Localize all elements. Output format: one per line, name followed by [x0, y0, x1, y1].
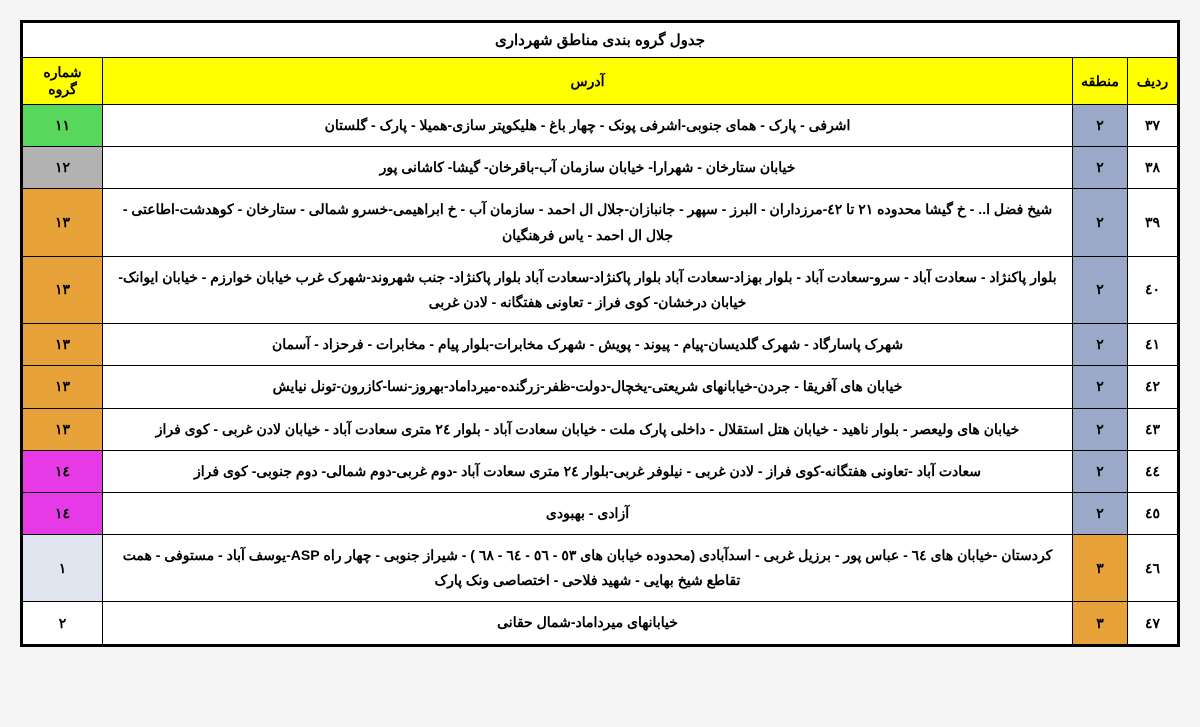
- cell-mantageh: ٢: [1073, 189, 1128, 256]
- table-row: ٤٦٣کردستان -خیابان های ٦٤ - عباس پور - ب…: [23, 535, 1178, 602]
- table-row: ٤٠٢بلوار پاکنژاد - سعادت آباد - سرو-سعاد…: [23, 256, 1178, 323]
- header-radif: ردیف: [1128, 58, 1178, 105]
- grouping-table: جدول گروه بندی مناطق شهرداری ردیف منطقه …: [22, 22, 1178, 645]
- cell-mantageh: ٢: [1073, 105, 1128, 147]
- cell-group: ١٤: [23, 492, 103, 534]
- cell-radif: ٣٧: [1128, 105, 1178, 147]
- cell-mantageh: ٢: [1073, 366, 1128, 408]
- title-row: جدول گروه بندی مناطق شهرداری: [23, 23, 1178, 58]
- cell-radif: ٤٣: [1128, 408, 1178, 450]
- cell-group: ٢: [23, 602, 103, 644]
- cell-group: ١: [23, 535, 103, 602]
- table-row: ٤٢٢خیابان های آفریقا - جردن-خیابانهای شر…: [23, 366, 1178, 408]
- cell-mantageh: ٢: [1073, 324, 1128, 366]
- table-row: ٤٣٢خیابان های ولیعصر - بلوار ناهید - خیا…: [23, 408, 1178, 450]
- cell-mantageh: ٢: [1073, 450, 1128, 492]
- cell-radif: ٤٠: [1128, 256, 1178, 323]
- cell-address: سعادت آباد -تعاونی هفتگانه-کوی فراز - لا…: [103, 450, 1073, 492]
- header-mantageh: منطقه: [1073, 58, 1128, 105]
- cell-radif: ٤٢: [1128, 366, 1178, 408]
- cell-mantageh: ٢: [1073, 408, 1128, 450]
- table-row: ٣٩٢شیخ فضل ا.. - خ گیشا محدوده ٢١ تا ٤٢-…: [23, 189, 1178, 256]
- table-body: ٣٧٢اشرفی - پارک - همای جنوبی-اشرفی پونک …: [23, 105, 1178, 645]
- cell-address: خیابان های ولیعصر - بلوار ناهید - خیابان…: [103, 408, 1073, 450]
- cell-address: کردستان -خیابان های ٦٤ - عباس پور - برزی…: [103, 535, 1073, 602]
- table-row: ٤٤٢سعادت آباد -تعاونی هفتگانه-کوی فراز -…: [23, 450, 1178, 492]
- cell-mantageh: ٢: [1073, 147, 1128, 189]
- cell-radif: ٤١: [1128, 324, 1178, 366]
- cell-address: شیخ فضل ا.. - خ گیشا محدوده ٢١ تا ٤٢-مرز…: [103, 189, 1073, 256]
- cell-address: خیابان های آفریقا - جردن-خیابانهای شریعت…: [103, 366, 1073, 408]
- cell-group: ١٣: [23, 408, 103, 450]
- cell-group: ١٣: [23, 189, 103, 256]
- header-row: ردیف منطقه آدرس شماره گروه: [23, 58, 1178, 105]
- cell-group: ١٣: [23, 366, 103, 408]
- cell-radif: ٣٩: [1128, 189, 1178, 256]
- table-row: ٣٨٢خیابان ستارخان - شهرارا- خیابان سازما…: [23, 147, 1178, 189]
- table-row: ٤١٢شهرک پاسارگاد - شهرک گلدیسان-پیام - پ…: [23, 324, 1178, 366]
- cell-group: ١٣: [23, 256, 103, 323]
- cell-radif: ٣٨: [1128, 147, 1178, 189]
- cell-mantageh: ٢: [1073, 256, 1128, 323]
- cell-radif: ٤٥: [1128, 492, 1178, 534]
- table-row: ٣٧٢اشرفی - پارک - همای جنوبی-اشرفی پونک …: [23, 105, 1178, 147]
- cell-address: خیابان ستارخان - شهرارا- خیابان سازمان آ…: [103, 147, 1073, 189]
- cell-address: خیابانهای میرداماد-شمال حقانی: [103, 602, 1073, 644]
- table-row: ٤٧٣خیابانهای میرداماد-شمال حقانی٢: [23, 602, 1178, 644]
- header-group: شماره گروه: [23, 58, 103, 105]
- cell-group: ١١: [23, 105, 103, 147]
- cell-address: شهرک پاسارگاد - شهرک گلدیسان-پیام - پیون…: [103, 324, 1073, 366]
- cell-address: آزادی - بهبودی: [103, 492, 1073, 534]
- table-title: جدول گروه بندی مناطق شهرداری: [23, 23, 1178, 58]
- table-row: ٤٥٢آزادی - بهبودی١٤: [23, 492, 1178, 534]
- cell-radif: ٤٤: [1128, 450, 1178, 492]
- cell-group: ١٢: [23, 147, 103, 189]
- table-container: جدول گروه بندی مناطق شهرداری ردیف منطقه …: [20, 20, 1180, 647]
- cell-radif: ٤٧: [1128, 602, 1178, 644]
- cell-mantageh: ٣: [1073, 535, 1128, 602]
- header-address: آدرس: [103, 58, 1073, 105]
- cell-address: بلوار پاکنژاد - سعادت آباد - سرو-سعادت آ…: [103, 256, 1073, 323]
- cell-group: ١٤: [23, 450, 103, 492]
- cell-mantageh: ٣: [1073, 602, 1128, 644]
- cell-address: اشرفی - پارک - همای جنوبی-اشرفی پونک - چ…: [103, 105, 1073, 147]
- cell-group: ١٣: [23, 324, 103, 366]
- cell-radif: ٤٦: [1128, 535, 1178, 602]
- cell-mantageh: ٢: [1073, 492, 1128, 534]
